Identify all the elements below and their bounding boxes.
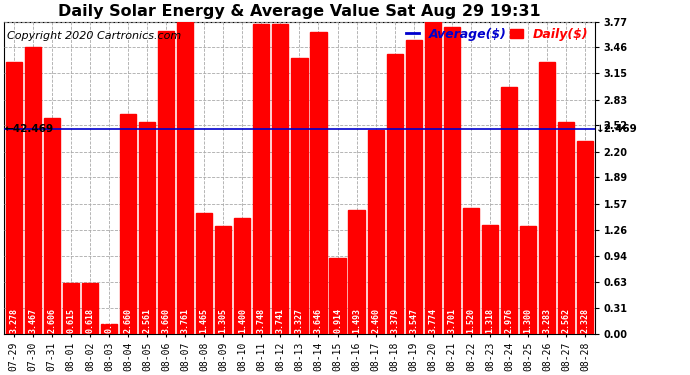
Bar [177, 22, 193, 334]
Text: 1.318: 1.318 [486, 308, 495, 333]
Text: Copyright 2020 Cartronics.com: Copyright 2020 Cartronics.com [7, 31, 181, 41]
Bar [348, 210, 365, 334]
Bar [139, 122, 155, 334]
Text: 3.774: 3.774 [428, 308, 437, 333]
Bar [539, 62, 555, 334]
Bar [101, 324, 117, 334]
Text: ←42.469: ←42.469 [5, 124, 54, 134]
Bar [368, 130, 384, 334]
Bar [215, 226, 231, 334]
Bar [63, 283, 79, 334]
Bar [6, 63, 22, 334]
Text: 0.914: 0.914 [333, 308, 342, 333]
Bar [234, 218, 250, 334]
Text: 3.467: 3.467 [28, 308, 37, 333]
Text: 1.300: 1.300 [524, 308, 533, 333]
Bar [196, 213, 213, 334]
Bar [577, 141, 593, 334]
Text: 2.460: 2.460 [371, 308, 380, 333]
Bar [329, 258, 346, 334]
Bar [463, 208, 479, 334]
Text: 0.618: 0.618 [86, 308, 95, 333]
Bar [158, 31, 174, 334]
Text: ↓2.469: ↓2.469 [596, 124, 638, 134]
Bar [386, 54, 403, 334]
Bar [120, 114, 136, 334]
Text: 2.561: 2.561 [143, 308, 152, 333]
Text: 3.748: 3.748 [257, 308, 266, 333]
Text: 2.660: 2.660 [124, 308, 132, 333]
Text: 2.328: 2.328 [581, 308, 590, 333]
Bar [406, 40, 422, 334]
Bar [501, 87, 517, 334]
Legend: Average($), Daily($): Average($), Daily($) [406, 28, 589, 41]
Text: 0.123: 0.123 [104, 308, 113, 333]
Bar [82, 283, 98, 334]
Bar [253, 24, 269, 334]
Bar [444, 27, 460, 334]
Text: 3.761: 3.761 [181, 308, 190, 333]
Text: 1.400: 1.400 [238, 308, 247, 333]
Text: 3.646: 3.646 [314, 308, 323, 333]
Text: 3.379: 3.379 [390, 308, 400, 333]
Bar [273, 24, 288, 334]
Bar [520, 226, 536, 334]
Text: 2.562: 2.562 [562, 308, 571, 333]
Text: 3.327: 3.327 [295, 308, 304, 333]
Text: 3.741: 3.741 [276, 308, 285, 333]
Bar [482, 225, 498, 334]
Bar [424, 21, 441, 334]
Bar [310, 32, 326, 334]
Text: 3.660: 3.660 [161, 308, 170, 333]
Text: 3.547: 3.547 [409, 308, 418, 333]
Bar [558, 122, 574, 334]
Text: 1.305: 1.305 [219, 308, 228, 333]
Bar [291, 58, 308, 334]
Text: 3.278: 3.278 [9, 308, 18, 333]
Bar [25, 47, 41, 334]
Text: 2.606: 2.606 [48, 308, 57, 333]
Text: 1.493: 1.493 [352, 308, 361, 333]
Text: 1.520: 1.520 [466, 308, 475, 333]
Text: 3.701: 3.701 [447, 308, 456, 333]
Title: Daily Solar Energy & Average Value Sat Aug 29 19:31: Daily Solar Energy & Average Value Sat A… [58, 4, 541, 19]
Text: 1.465: 1.465 [199, 308, 208, 333]
Bar [43, 118, 60, 334]
Text: 3.283: 3.283 [542, 308, 551, 333]
Text: 0.615: 0.615 [66, 308, 75, 333]
Text: 2.976: 2.976 [504, 308, 513, 333]
